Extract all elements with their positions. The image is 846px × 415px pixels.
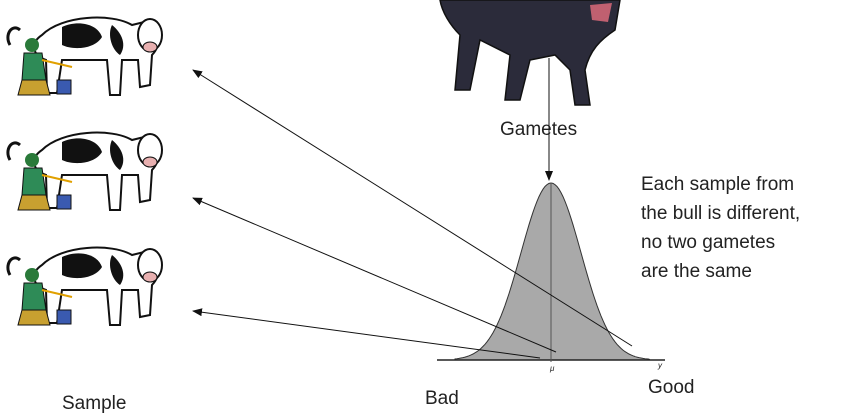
bull bbox=[439, 0, 621, 106]
mu-label: μ bbox=[549, 364, 555, 373]
good-label: Good bbox=[648, 377, 694, 398]
cow-icon bbox=[6, 16, 164, 97]
cow-icon bbox=[6, 246, 164, 327]
y-label: y bbox=[657, 361, 663, 370]
cow-icon bbox=[6, 131, 164, 212]
note-line: the bull is different, bbox=[641, 203, 800, 224]
note-line: Each sample from bbox=[641, 174, 794, 195]
arrow bbox=[192, 308, 541, 359]
note-line: no two gametes bbox=[641, 232, 775, 253]
arrow bbox=[192, 69, 633, 347]
distribution-curve bbox=[454, 182, 652, 361]
sample-label: Sample bbox=[62, 393, 126, 414]
note-line: are the same bbox=[641, 261, 752, 282]
arrow bbox=[192, 197, 557, 353]
bad-label: Bad bbox=[425, 388, 459, 409]
gametes-label: Gametes bbox=[500, 119, 577, 140]
